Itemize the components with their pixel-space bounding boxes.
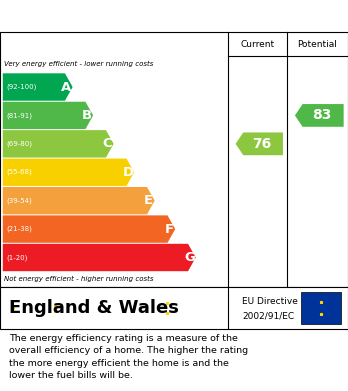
Text: 2002/91/EC: 2002/91/EC [242, 311, 294, 320]
Polygon shape [3, 102, 93, 129]
Text: D: D [122, 166, 134, 179]
Text: (39-54): (39-54) [6, 197, 32, 204]
Polygon shape [295, 104, 343, 127]
Text: C: C [103, 137, 112, 150]
Text: (92-100): (92-100) [6, 84, 37, 90]
Text: F: F [164, 222, 174, 236]
Text: (81-91): (81-91) [6, 112, 32, 119]
Text: G: G [184, 251, 195, 264]
Text: Potential: Potential [298, 39, 338, 48]
Text: E: E [144, 194, 153, 207]
Text: Not energy efficient - higher running costs: Not energy efficient - higher running co… [4, 276, 154, 282]
Polygon shape [3, 244, 196, 271]
Text: (69-80): (69-80) [6, 141, 32, 147]
Text: B: B [82, 109, 92, 122]
Text: EU Directive: EU Directive [242, 297, 298, 306]
Bar [301, 292, 341, 324]
Polygon shape [3, 73, 73, 101]
Text: The energy efficiency rating is a measure of the
overall efficiency of a home. T: The energy efficiency rating is a measur… [9, 334, 248, 380]
Text: (55-68): (55-68) [6, 169, 32, 176]
Text: Current: Current [240, 39, 275, 48]
Text: 83: 83 [312, 108, 331, 122]
Polygon shape [3, 215, 175, 243]
Polygon shape [3, 130, 114, 158]
Text: Energy Efficiency Rating: Energy Efficiency Rating [9, 9, 230, 23]
Text: (21-38): (21-38) [6, 226, 32, 232]
Text: A: A [61, 81, 71, 93]
Polygon shape [3, 159, 134, 186]
Text: (1-20): (1-20) [6, 254, 27, 261]
Polygon shape [236, 133, 283, 155]
Polygon shape [3, 187, 155, 214]
Text: 76: 76 [252, 137, 271, 151]
Text: England & Wales: England & Wales [9, 299, 179, 317]
Text: Very energy efficient - lower running costs: Very energy efficient - lower running co… [4, 61, 153, 67]
